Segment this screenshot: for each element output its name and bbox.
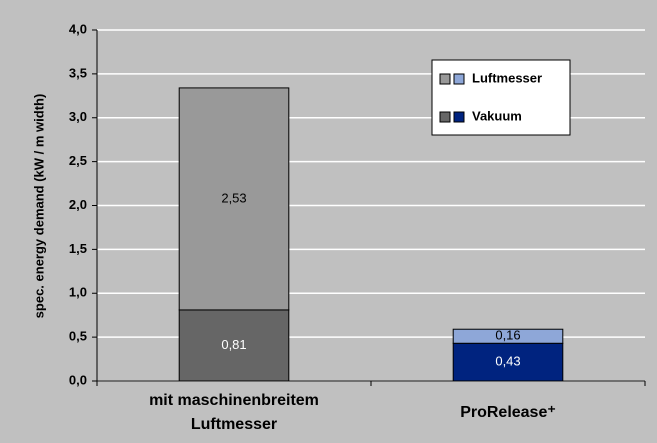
y-tick-label: 2,5 [69,153,87,168]
bar-segment [178,309,290,382]
y-tick-label: 2,0 [69,197,87,212]
x-tick-label: mit maschinenbreitem Luftmesser [149,392,319,433]
value-label: 0,81 [221,337,246,352]
legend-swatch [453,111,465,123]
legend-swatch [453,73,465,85]
y-tick-label: 3,0 [69,109,87,124]
value-label: 0,16 [495,328,520,343]
value-label: 0,43 [495,354,520,369]
y-tick-label: 0,0 [69,372,87,387]
legend-label: Vakuum [472,108,522,123]
bar-segment [178,87,290,311]
legend: Luftmesser Vakuum [431,59,571,136]
legend-swatch [439,73,451,85]
y-tick-label: 1,5 [69,241,87,256]
x-tick-label: ProRelease⁺ [460,404,556,421]
bar-segment [452,342,564,382]
y-tick-label: 0,5 [69,329,87,344]
y-tick-label: 3,5 [69,65,87,80]
legend-label: Luftmesser [472,70,542,85]
y-tick-label: 4,0 [69,21,87,36]
y-tick-label: 1,0 [69,285,87,300]
value-label: 2,53 [221,190,246,205]
y-axis-title: spec. energy demand (kW / m width) [31,94,46,319]
bar-segment [452,328,564,344]
legend-swatch [439,111,451,123]
